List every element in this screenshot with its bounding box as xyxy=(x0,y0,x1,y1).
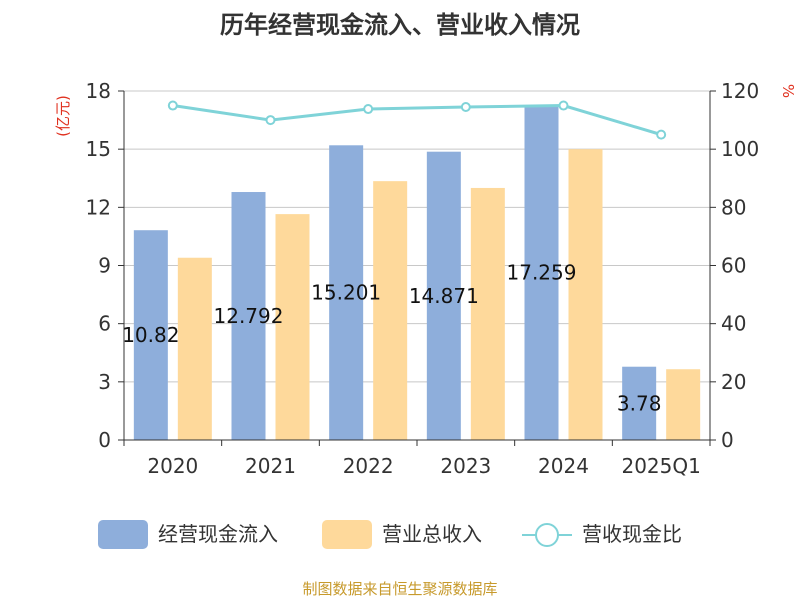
x-tick-label: 2024 xyxy=(538,454,589,478)
x-tick-label: 2023 xyxy=(440,454,491,478)
ratio-point xyxy=(460,101,471,112)
bar-value-label: 17.259 xyxy=(507,261,577,285)
revenue-bar xyxy=(373,181,408,441)
source-note: 制图数据来自恒生聚源数据库 xyxy=(302,580,497,598)
legend-item[interactable]: 经营现金流入 xyxy=(98,520,278,549)
legend-item[interactable]: 营业总收入 xyxy=(322,520,482,549)
bar-value-label: 3.78 xyxy=(617,391,662,415)
x-tick-label: 2021 xyxy=(245,454,296,478)
y-left-tick-label: 18 xyxy=(86,79,111,103)
ratio-line xyxy=(167,100,667,140)
x-tick-label: 2020 xyxy=(147,454,198,478)
bars xyxy=(133,105,701,441)
cash-inflow-bar xyxy=(329,145,364,441)
y-left-tick-label: 15 xyxy=(86,137,111,161)
y-left-tick-label: 0 xyxy=(98,428,111,452)
y-left-tick-label: 9 xyxy=(98,254,111,278)
y-right-tick-label: 80 xyxy=(721,195,746,219)
revenue-bar xyxy=(275,214,310,440)
ratio-line-path xyxy=(172,104,662,137)
cash-inflow-bar xyxy=(622,366,657,440)
ratio-point xyxy=(558,100,569,111)
legend-swatch-revenue xyxy=(322,520,372,549)
legend-label: 营收现金比 xyxy=(582,522,682,546)
bar-value-label: 15.201 xyxy=(311,281,381,305)
bar-value-label: 12.792 xyxy=(214,304,284,328)
axes: 0 3 6 9 12 15 18 0 20 40 60 80 100 120 2020 2021 2022 202… xyxy=(86,79,760,478)
revenue-bar xyxy=(568,149,603,440)
legend-label: 经营现金流入 xyxy=(158,522,278,546)
ratio-point xyxy=(265,115,276,126)
y-left-tick-label: 12 xyxy=(86,195,111,219)
legend-item[interactable]: 营收现金比 xyxy=(522,522,682,547)
x-tick-label: 2025Q1 xyxy=(621,454,700,478)
y-right-tick-label: 20 xyxy=(721,370,746,394)
legend-label: 营业总收入 xyxy=(382,522,482,546)
x-tick-label: 2022 xyxy=(343,454,394,478)
y-right-tick-label: 100 xyxy=(721,137,759,161)
chart-title: 历年经营现金流入、营业收入情况 xyxy=(220,11,580,39)
revenue-bar xyxy=(470,187,505,440)
revenue-bar xyxy=(177,257,212,440)
grid-lines xyxy=(124,90,710,383)
ratio-point xyxy=(656,129,667,140)
y-right-tick-label: 0 xyxy=(721,428,734,452)
ratio-point xyxy=(167,100,178,111)
y-right-tick-label: 40 xyxy=(721,312,746,336)
bar-value-label: 10.82 xyxy=(122,323,179,347)
y-right-axis-label: % xyxy=(779,84,797,98)
y-right-tick-label: 120 xyxy=(721,79,759,103)
y-right-tick-label: 60 xyxy=(721,254,746,278)
cash-inflow-bar xyxy=(426,151,461,440)
y-left-tick-label: 3 xyxy=(98,370,111,394)
legend-swatch-cash-inflow xyxy=(98,520,148,549)
bar-value-label: 14.871 xyxy=(409,284,479,308)
y-left-tick-label: 6 xyxy=(98,312,111,336)
ratio-point xyxy=(363,104,374,115)
legend: 经营现金流入 营业总收入 营收现金比 xyxy=(98,520,682,549)
cash-inflow-bar xyxy=(524,105,559,440)
cash-inflow-bar xyxy=(133,230,168,440)
cash-inflow-bar xyxy=(231,192,266,440)
y-left-axis-label: (亿元) xyxy=(54,95,72,137)
revenue-bar xyxy=(666,369,701,440)
legend-marker-icon xyxy=(535,523,559,547)
bar-labels: 10.82 12.792 15.201 14.871 17.259 3.78 xyxy=(122,261,661,416)
